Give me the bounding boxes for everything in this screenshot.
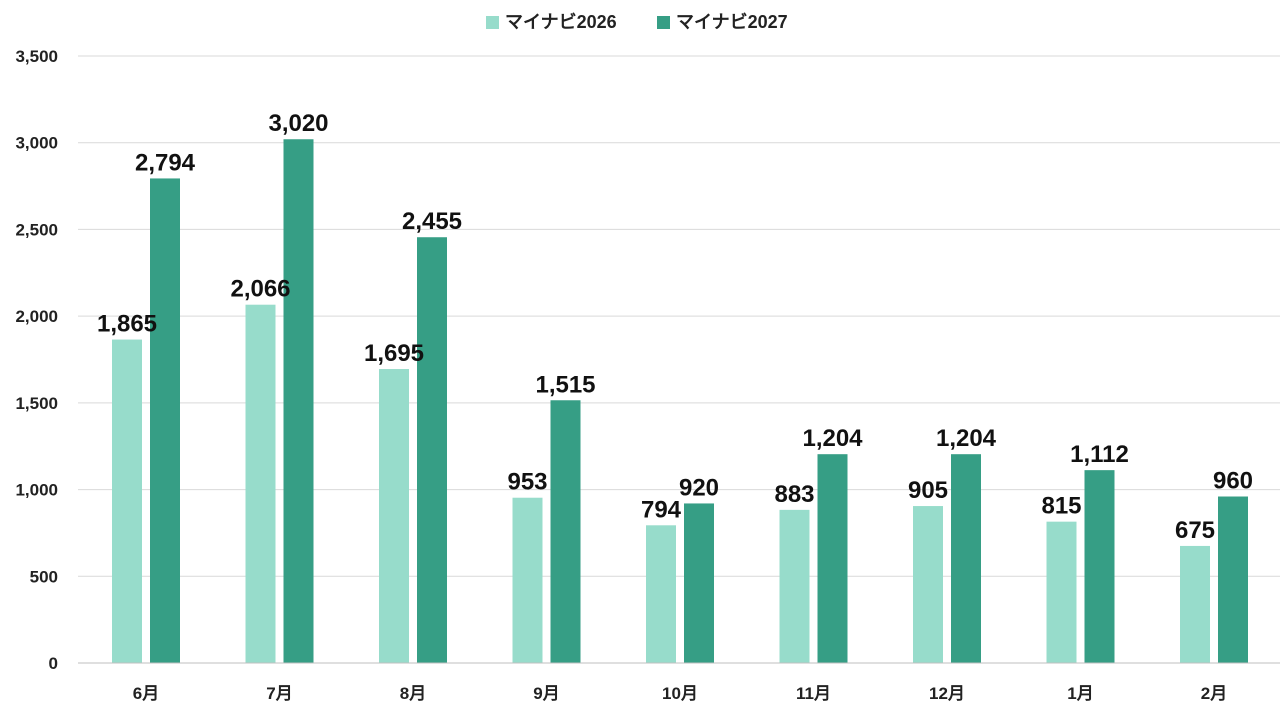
data-label-series-2-3: 2,455 <box>402 208 462 235</box>
y-tick-label: 1,000 <box>15 481 58 500</box>
bar-series-2-9 <box>1218 496 1248 663</box>
gridlines <box>78 55 1280 577</box>
data-label-series-2-7: 1,204 <box>936 425 997 452</box>
y-tick-label: 0 <box>49 654 58 673</box>
bar-series-2-1 <box>150 178 180 664</box>
bar-series-1-3 <box>379 369 409 663</box>
bar-series-1-2 <box>245 304 276 663</box>
data-label-series-2-9: 960 <box>1213 468 1253 495</box>
x-tick-label: 6月 <box>133 684 159 703</box>
x-tick-label: 9月 <box>533 684 559 703</box>
x-tick-label: 1月 <box>1067 684 1093 703</box>
data-label-series-1-6: 883 <box>774 481 814 508</box>
data-label-series-1-3: 1,695 <box>364 340 424 367</box>
bar-series-1-5 <box>646 525 676 663</box>
legend-label-2: マイナビ2027 <box>676 12 788 32</box>
data-label-series-1-4: 953 <box>507 469 547 496</box>
data-labels: 1,865 2,794 2,066 3,020 1,695 2,455 953 1,515 79… <box>97 110 1253 544</box>
data-label-series-1-2: 2,066 <box>230 276 290 303</box>
legend: マイナビ2026 マイナビ2027 <box>486 12 788 32</box>
bar-series-2-5 <box>684 503 714 663</box>
bar-series-1-9 <box>1180 545 1210 663</box>
bar-series-1-1 <box>112 339 142 663</box>
data-label-series-1-9: 675 <box>1175 517 1215 544</box>
bar-series-1-7 <box>913 506 943 663</box>
bar-series-1-8 <box>1046 521 1077 663</box>
bar-series-2-4 <box>550 400 581 663</box>
x-tick-label: 7月 <box>266 684 292 703</box>
data-label-series-2-2: 3,020 <box>268 110 328 137</box>
x-tick-label: 11月 <box>796 684 831 703</box>
x-axis: 6月 7月 8月 9月 10月 11月 12月 1月 2月 <box>78 662 1280 703</box>
data-label-series-2-8: 1,112 <box>1070 441 1129 468</box>
legend-swatch-1 <box>486 16 499 29</box>
bar-series-2-3 <box>417 237 447 664</box>
data-label-series-1-5: 794 <box>641 496 682 523</box>
x-tick-label: 12月 <box>929 684 965 703</box>
legend-swatch-2 <box>657 16 670 29</box>
data-label-series-2-4: 1,515 <box>535 371 595 398</box>
data-label-series-1-8: 815 <box>1041 493 1081 520</box>
bar-series-2-2 <box>283 139 314 663</box>
bar-series-2-6 <box>817 454 848 663</box>
x-tick-label: 8月 <box>400 684 426 703</box>
y-tick-label: 1,500 <box>15 394 58 413</box>
y-tick-label: 500 <box>30 567 58 586</box>
data-label-series-1-7: 905 <box>908 477 948 504</box>
data-label-series-1-1: 1,865 <box>97 311 157 338</box>
legend-label-1: マイナビ2026 <box>505 12 617 32</box>
bar-series-2-8 <box>1084 470 1115 663</box>
y-axis: 0 500 1,000 1,500 2,000 2,500 3,000 3,500 <box>15 47 58 673</box>
bar-series-1-6 <box>779 509 810 663</box>
bars <box>112 139 1248 664</box>
data-label-series-2-6: 1,204 <box>802 425 863 452</box>
x-tick-label: 10月 <box>662 684 698 703</box>
bar-series-1-4 <box>512 497 543 663</box>
y-tick-label: 2,500 <box>15 220 58 239</box>
bar-series-2-7 <box>951 454 981 663</box>
y-tick-label: 3,500 <box>15 47 58 66</box>
x-tick-label: 2月 <box>1201 684 1227 703</box>
data-label-series-2-1: 2,794 <box>135 149 196 176</box>
data-label-series-2-5: 920 <box>679 474 719 501</box>
y-tick-label: 2,000 <box>15 307 58 326</box>
y-tick-label: 3,000 <box>15 134 58 153</box>
